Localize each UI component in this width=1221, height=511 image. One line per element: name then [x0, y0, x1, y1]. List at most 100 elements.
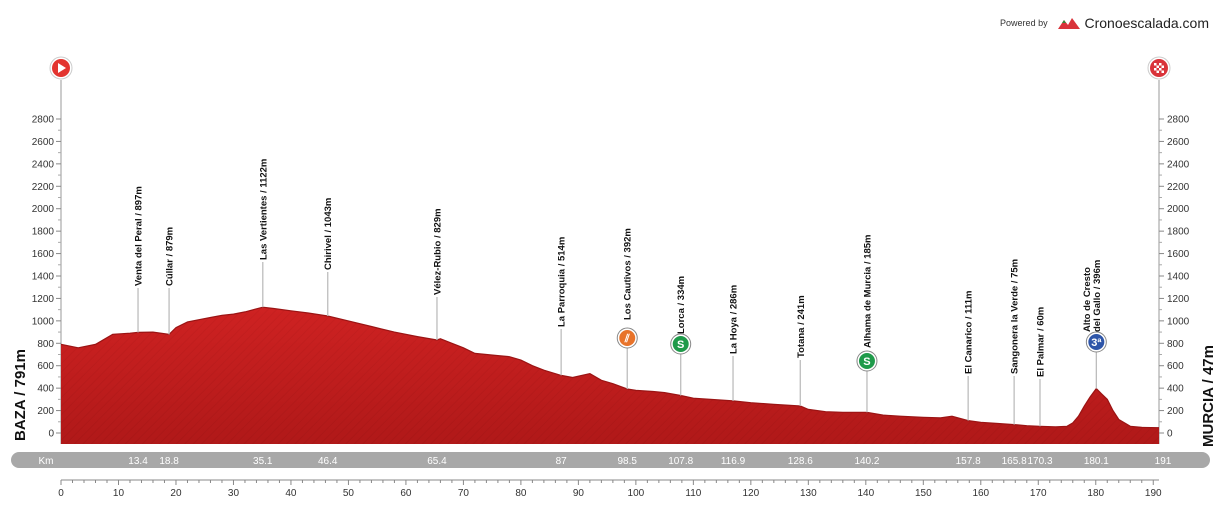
y-tick-label-left: 2800 [32, 115, 55, 126]
x-tick-label: 160 [972, 488, 989, 499]
x-tick-label: 40 [285, 488, 297, 499]
x-tick-label: 90 [573, 488, 585, 499]
x-tick-label: 150 [915, 488, 932, 499]
start-town-label: BAZA / 791m [12, 349, 29, 441]
y-tick-label-right: 2800 [1167, 115, 1190, 126]
x-tick-label: 80 [515, 488, 527, 499]
waypoint-icon-glyph: S [677, 339, 684, 351]
waypoint-icon-glyph: S [863, 356, 870, 368]
sprint-icon: S [856, 350, 878, 372]
km-bar-value: 165.8 [1002, 456, 1027, 467]
x-tick-label: 10 [113, 488, 125, 499]
waypoint-label: Totana / 241m [796, 295, 807, 358]
waypoint-label: Lorca / 334m [676, 276, 687, 334]
waypoint-icon-glyph: ⫽ [624, 333, 631, 345]
waypoint-87: La Parroquia / 514m [557, 237, 568, 376]
waypoint-label: Vélez-Rubio / 829m [432, 208, 443, 295]
waypoint-label: Venta del Peral / 897m [134, 186, 145, 286]
waypoint-label: El Palmar / 60m [1036, 307, 1047, 377]
km-bar-value: 116.9 [721, 456, 746, 467]
waypoint-65.4: Vélez-Rubio / 829m [432, 208, 443, 341]
y-tick-label-left: 1200 [32, 294, 55, 305]
endpoint-labels: BAZA / 791m MURCIA / 47m [12, 56, 1217, 447]
y-tick-label-left: 2400 [32, 159, 55, 170]
waypoint-label: Cúllar / 879m [165, 227, 176, 286]
waypoint-98.5: Los Cautivos / 392m ⫽ [616, 228, 638, 390]
y-tick-label-right: 2200 [1167, 182, 1190, 193]
x-tick-label: 100 [628, 488, 645, 499]
km-bar-background [11, 452, 1210, 468]
km-bar-value: 140.2 [854, 456, 879, 467]
x-tick-label: 110 [685, 488, 701, 499]
km-unit-label: Km [39, 456, 54, 467]
mountain-logo-icon [1058, 17, 1081, 29]
sprint-icon: S [670, 333, 692, 355]
y-tick-label-left: 800 [37, 339, 54, 350]
y-tick-label-right: 1400 [1167, 272, 1190, 283]
y-tick-label-left: 2200 [32, 182, 55, 193]
waypoint-label: Alhama de Murcia / 185m [862, 234, 873, 348]
y-tick-label-right: 1000 [1167, 316, 1190, 327]
y-tick-label-left: 2000 [32, 204, 55, 215]
km-bar-value: 46.4 [318, 456, 338, 467]
km-bar-value: 13.4 [128, 456, 148, 467]
waypoint-label: Las Vertientes / 1122m [258, 159, 269, 260]
x-tick-label: 140 [857, 488, 874, 499]
y-tick-label-left: 600 [37, 361, 54, 372]
km-bar-final-value: 191 [1155, 456, 1172, 467]
km-bar-value: 180.1 [1084, 456, 1109, 467]
elevation-profile-line [60, 306, 1160, 429]
y-tick-label-right: 400 [1167, 384, 1184, 395]
km-bar-value: 157.8 [956, 456, 981, 467]
waypoint-157.8: El Canarico / 111m [964, 291, 975, 421]
waypoint-170.3: El Palmar / 60m [1036, 307, 1047, 427]
waypoint-label: Alto de Cresto [1082, 267, 1093, 332]
x-tick-label: 70 [458, 488, 470, 499]
km-bar: Km 13.4 18.8 35.1 46.4 65.4 87 98.5 107.8 116.9 12… [11, 452, 1210, 468]
waypoint-18.8: Cúllar / 879m [165, 227, 176, 335]
y-tick-label-left: 200 [37, 406, 54, 417]
branding: Powered by Cronoescalada.com [1000, 14, 1209, 32]
x-tick-label: 60 [400, 488, 412, 499]
km-bar-value: 65.4 [427, 456, 447, 467]
waypoint-35.1: Las Vertientes / 1122m [258, 159, 269, 308]
elevation-profile-texture [61, 307, 1159, 444]
waypoint-label: del Gallo / 396m [1092, 260, 1103, 332]
km-bar-value: 128.6 [788, 456, 813, 467]
x-tick-label: 190 [1145, 488, 1162, 499]
y-tick-label-left: 1400 [32, 272, 55, 283]
waypoint-107.8: Lorca / 334m S [670, 276, 692, 396]
waypoint-label: La Parroquia / 514m [557, 237, 568, 327]
waypoint-180.1: Alto de Cresto del Gallo / 396m 3ª [1082, 260, 1107, 389]
logo-text: Cronoescalada.com [1084, 14, 1209, 31]
y-tick-label-left: 0 [48, 429, 54, 440]
waypoint-icon-glyph: 3ª [1091, 337, 1102, 349]
finish-town-label: MURCIA / 47m [1200, 345, 1217, 447]
y-tick-label-right: 1800 [1167, 227, 1190, 238]
climb-icon: 3ª [1085, 331, 1107, 353]
y-tick-label-left: 1800 [32, 227, 55, 238]
km-bar-value: 107.8 [668, 456, 693, 467]
waypoint-13.4: Venta del Peral / 897m [134, 186, 145, 333]
waypoint-label: El Canarico / 111m [964, 291, 975, 374]
x-tick-label: 50 [343, 488, 355, 499]
waypoint-label: La Hoya / 286m [729, 285, 740, 354]
y-tick-label-left: 2600 [32, 137, 55, 148]
x-axis: 0 10 20 30 40 50 60 70 80 90 100 110 120 130 140 150 160… [58, 479, 1162, 499]
x-tick-label: 130 [800, 488, 817, 499]
x-tick-label: 0 [58, 488, 64, 499]
waypoint-116.9: La Hoya / 286m [729, 285, 740, 401]
y-tick-label-right: 800 [1167, 339, 1184, 350]
finish-flag-icon [1147, 56, 1171, 80]
feed-zone-icon: ⫽ [616, 327, 638, 349]
powered-by-text: Powered by [1000, 17, 1048, 28]
km-bar-value: 18.8 [159, 456, 179, 467]
km-bar-value: 170.3 [1027, 456, 1052, 467]
y-tick-label-right: 200 [1167, 406, 1184, 417]
x-tick-label: 180 [1087, 488, 1104, 499]
waypoint-layer: Venta del Peral / 897m Cúllar / 879m Las V… [134, 159, 1107, 427]
waypoint-label: Los Cautivos / 392m [623, 228, 634, 320]
waypoint-128.6: Totana / 241m [796, 295, 807, 406]
y-tick-label-right: 1200 [1167, 294, 1190, 305]
